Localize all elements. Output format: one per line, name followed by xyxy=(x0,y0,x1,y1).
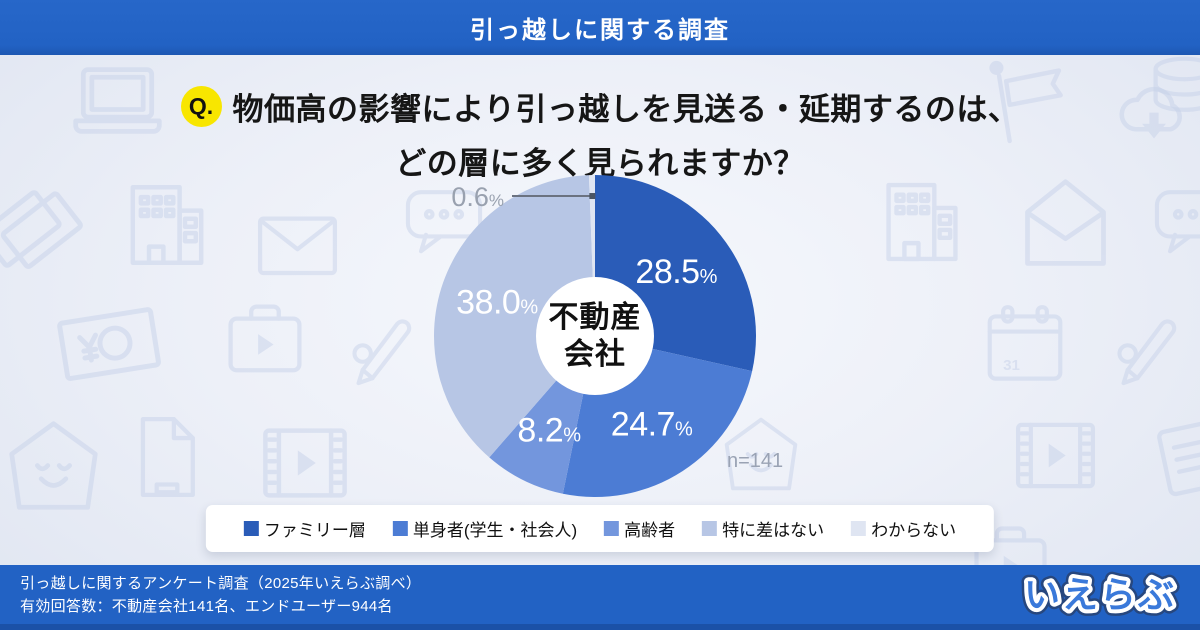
question-badge: Q. xyxy=(180,86,222,127)
legend-label: 特に差はない xyxy=(722,521,825,540)
bg-calendar-icon xyxy=(990,307,1061,378)
header-bar: 引っ越しに関する調査 xyxy=(0,0,1200,55)
legend-label: 高齢者 xyxy=(624,521,676,540)
bg-video-window-icon xyxy=(231,307,300,371)
legend-item-2: 高齢者 xyxy=(604,516,675,541)
ielove-logo: いえらぶ いえらぶ いえらぶ xyxy=(1018,571,1181,619)
bg-house-mascot-icon xyxy=(12,424,96,508)
source-line-2: 有効回答数：不動産会社141名、エンドユーザー944名 xyxy=(20,597,393,615)
bg-building-icon xyxy=(889,185,956,259)
bg-money-icon xyxy=(59,309,159,379)
bg-stamps-icon xyxy=(0,182,82,278)
question-line-2: どの層に多く見られますか？ xyxy=(395,146,805,181)
pie-center-label-line2: 会社 xyxy=(564,338,626,371)
pie-value-label: 8.2% xyxy=(517,411,581,449)
legend-item-1: 単身者(学生・社会人) xyxy=(392,516,578,541)
pie-value-label: 28.5% xyxy=(635,253,717,291)
chart-legend: ファミリー層 単身者(学生・社会人) 高齢者 特に差はない わからない xyxy=(205,505,995,552)
legend-label: 単身者(学生・社会人) xyxy=(412,521,578,540)
legend-swatch xyxy=(702,521,718,536)
bg-open-envelope-icon xyxy=(1028,182,1104,264)
svg-text:いえらぶ: いえらぶ xyxy=(1024,574,1176,615)
source-note: 引っ越しに関するアンケート調査（2025年いえらぶ調べ） 有効回答数：不動産会社… xyxy=(20,572,421,618)
pie-value-label-outside: 0.6% xyxy=(451,182,504,212)
legend-swatch xyxy=(851,521,867,536)
callout-marker xyxy=(589,193,596,200)
legend-item-3: 特に差はない xyxy=(702,516,824,541)
legend-item-0: ファミリー層 xyxy=(243,516,366,541)
legend-item-4: わからない xyxy=(851,516,956,541)
pie-center-label: 不動産 会社 xyxy=(515,296,675,376)
footer-bar: 引っ越しに関するアンケート調査（2025年いえらぶ調べ） 有効回答数：不動産会社… xyxy=(0,565,1200,630)
legend-label: わからない xyxy=(871,521,957,540)
bg-speech-bubble-icon xyxy=(1157,192,1200,251)
legend-swatch xyxy=(243,521,259,536)
bg-building-icon xyxy=(133,187,201,263)
bg-speech-bubble-icon xyxy=(408,192,480,251)
legend-label: ファミリー層 xyxy=(263,521,366,540)
pie-value-label: 24.7% xyxy=(611,405,693,443)
bg-film-player-icon xyxy=(1018,425,1093,486)
pie-center-label-line1: 不動産 xyxy=(548,301,642,334)
svg-text:いえらぶ: いえらぶ xyxy=(1024,574,1176,615)
bg-pencil-icon xyxy=(354,321,409,383)
bg-pencil-icon xyxy=(1119,321,1174,383)
bg-film-player-icon xyxy=(265,431,344,496)
bg-document-icon xyxy=(143,419,193,495)
source-line-1: 引っ越しに関するアンケート調査（2025年いえらぶ調べ） xyxy=(20,574,422,592)
legend-swatch xyxy=(604,521,620,536)
bg-envelope-icon xyxy=(260,219,335,273)
bg-note-icon xyxy=(1157,414,1200,495)
sample-size-label: n=141 xyxy=(727,450,784,472)
page-title: 引っ越しに関する調査 xyxy=(470,17,730,44)
ielove-logo-text: いえらぶ xyxy=(1024,574,1176,615)
question-block: Q. 物価高の影響により引っ越しを見送る・延期するのは、 どの層に多く見られます… xyxy=(0,84,1200,183)
question-line-1: 物価高の影響により引っ越しを見送る・延期するのは、 xyxy=(232,92,1020,127)
legend-swatch xyxy=(392,521,408,536)
